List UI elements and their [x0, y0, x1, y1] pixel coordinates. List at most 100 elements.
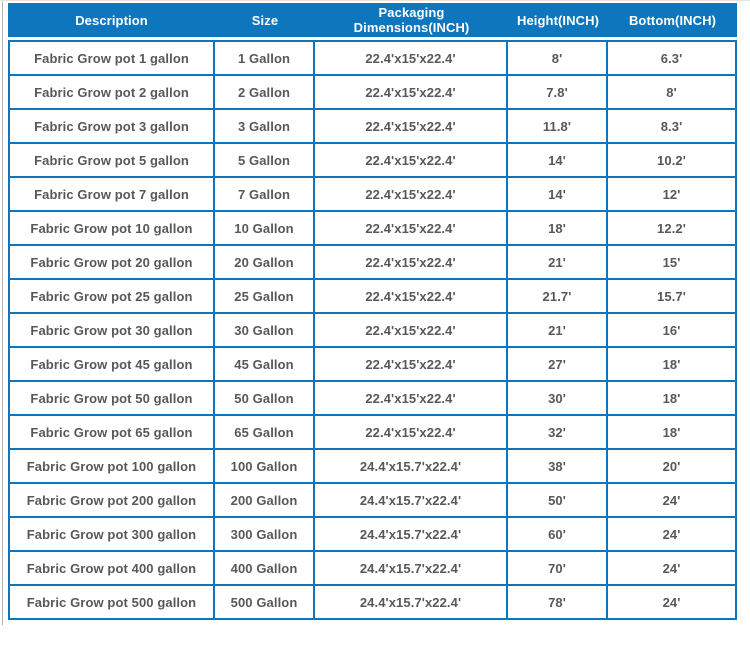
cell-packaging-dimensions: 24.4'x15.7'x22.4' [315, 484, 508, 518]
cell-height: 32' [508, 416, 608, 450]
cell-packaging-dimensions: 22.4'x15'x22.4' [315, 382, 508, 416]
cell-height: 21' [508, 246, 608, 280]
column-header-description: Description [8, 3, 215, 40]
grow-pot-spec-table: Description Size Packaging Dimensions(IN… [8, 3, 737, 620]
cell-packaging-dimensions: 24.4'x15.7'x22.4' [315, 518, 508, 552]
cell-description: Fabric Grow pot 400 gallon [8, 552, 215, 586]
cell-bottom: 20' [608, 450, 737, 484]
cell-bottom: 18' [608, 348, 737, 382]
cell-packaging-dimensions: 22.4'x15'x22.4' [315, 416, 508, 450]
cell-bottom: 8' [608, 76, 737, 110]
table-header: Description Size Packaging Dimensions(IN… [8, 3, 737, 40]
cell-packaging-dimensions: 22.4'x15'x22.4' [315, 314, 508, 348]
cell-size: 400 Gallon [215, 552, 315, 586]
table-row: Fabric Grow pot 2 gallon 2 Gallon 22.4'x… [8, 76, 737, 110]
cell-description: Fabric Grow pot 3 gallon [8, 110, 215, 144]
cell-size: 5 Gallon [215, 144, 315, 178]
cell-height: 27' [508, 348, 608, 382]
cell-bottom: 15' [608, 246, 737, 280]
cell-bottom: 24' [608, 484, 737, 518]
cell-height: 50' [508, 484, 608, 518]
cell-size: 7 Gallon [215, 178, 315, 212]
cell-description: Fabric Grow pot 7 gallon [8, 178, 215, 212]
table-row: Fabric Grow pot 30 gallon 30 Gallon 22.4… [8, 314, 737, 348]
table-row: Fabric Grow pot 100 gallon 100 Gallon 24… [8, 450, 737, 484]
cell-packaging-dimensions: 22.4'x15'x22.4' [315, 110, 508, 144]
cell-description: Fabric Grow pot 30 gallon [8, 314, 215, 348]
table-row: Fabric Grow pot 5 gallon 5 Gallon 22.4'x… [8, 144, 737, 178]
table-row: Fabric Grow pot 50 gallon 50 Gallon 22.4… [8, 382, 737, 416]
cell-bottom: 18' [608, 382, 737, 416]
cell-packaging-dimensions: 22.4'x15'x22.4' [315, 76, 508, 110]
cell-packaging-dimensions: 22.4'x15'x22.4' [315, 348, 508, 382]
cell-bottom: 12' [608, 178, 737, 212]
column-header-size: Size [215, 3, 315, 40]
cell-description: Fabric Grow pot 1 gallon [8, 40, 215, 76]
column-header-packaging-dimensions: Packaging Dimensions(INCH) [315, 3, 508, 40]
cell-description: Fabric Grow pot 45 gallon [8, 348, 215, 382]
cell-height: 14' [508, 144, 608, 178]
cell-description: Fabric Grow pot 50 gallon [8, 382, 215, 416]
cell-height: 7.8' [508, 76, 608, 110]
column-header-bottom: Bottom(INCH) [608, 3, 737, 40]
table-body: Fabric Grow pot 1 gallon 1 Gallon 22.4'x… [8, 40, 737, 620]
cell-description: Fabric Grow pot 20 gallon [8, 246, 215, 280]
cell-bottom: 24' [608, 586, 737, 620]
cell-bottom: 12.2' [608, 212, 737, 246]
table-row: Fabric Grow pot 10 gallon 10 Gallon 22.4… [8, 212, 737, 246]
cell-height: 8' [508, 40, 608, 76]
cell-size: 20 Gallon [215, 246, 315, 280]
cell-packaging-dimensions: 22.4'x15'x22.4' [315, 144, 508, 178]
cell-size: 30 Gallon [215, 314, 315, 348]
cell-description: Fabric Grow pot 200 gallon [8, 484, 215, 518]
cell-packaging-dimensions: 22.4'x15'x22.4' [315, 246, 508, 280]
cell-height: 21' [508, 314, 608, 348]
cell-height: 30' [508, 382, 608, 416]
table-row: Fabric Grow pot 200 gallon 200 Gallon 24… [8, 484, 737, 518]
cell-packaging-dimensions: 22.4'x15'x22.4' [315, 212, 508, 246]
table-row: Fabric Grow pot 1 gallon 1 Gallon 22.4'x… [8, 40, 737, 76]
cell-description: Fabric Grow pot 10 gallon [8, 212, 215, 246]
column-header-height: Height(INCH) [508, 3, 608, 40]
cell-height: 38' [508, 450, 608, 484]
cell-bottom: 18' [608, 416, 737, 450]
cell-size: 25 Gallon [215, 280, 315, 314]
cell-size: 1 Gallon [215, 40, 315, 76]
spec-table-container: Description Size Packaging Dimensions(IN… [8, 3, 737, 620]
cell-height: 11.8' [508, 110, 608, 144]
table-row: Fabric Grow pot 400 gallon 400 Gallon 24… [8, 552, 737, 586]
cell-description: Fabric Grow pot 5 gallon [8, 144, 215, 178]
cell-description: Fabric Grow pot 2 gallon [8, 76, 215, 110]
cell-size: 100 Gallon [215, 450, 315, 484]
cell-packaging-dimensions: 22.4'x15'x22.4' [315, 280, 508, 314]
cell-height: 14' [508, 178, 608, 212]
cell-description: Fabric Grow pot 100 gallon [8, 450, 215, 484]
table-row: Fabric Grow pot 3 gallon 3 Gallon 22.4'x… [8, 110, 737, 144]
cell-height: 60' [508, 518, 608, 552]
cell-size: 10 Gallon [215, 212, 315, 246]
cell-packaging-dimensions: 24.4'x15.7'x22.4' [315, 586, 508, 620]
cell-description: Fabric Grow pot 500 gallon [8, 586, 215, 620]
cell-size: 500 Gallon [215, 586, 315, 620]
cell-bottom: 10.2' [608, 144, 737, 178]
cell-bottom: 24' [608, 552, 737, 586]
cell-height: 78' [508, 586, 608, 620]
left-hairline-divider [2, 1, 3, 625]
table-row: Fabric Grow pot 7 gallon 7 Gallon 22.4'x… [8, 178, 737, 212]
header-row: Description Size Packaging Dimensions(IN… [8, 3, 737, 40]
cell-size: 50 Gallon [215, 382, 315, 416]
cell-bottom: 6.3' [608, 40, 737, 76]
cell-bottom: 8.3' [608, 110, 737, 144]
cell-size: 200 Gallon [215, 484, 315, 518]
cell-packaging-dimensions: 24.4'x15.7'x22.4' [315, 552, 508, 586]
cell-bottom: 16' [608, 314, 737, 348]
cell-packaging-dimensions: 22.4'x15'x22.4' [315, 40, 508, 76]
table-row: Fabric Grow pot 500 gallon 500 Gallon 24… [8, 586, 737, 620]
cell-size: 3 Gallon [215, 110, 315, 144]
cell-height: 70' [508, 552, 608, 586]
table-row: Fabric Grow pot 45 gallon 45 Gallon 22.4… [8, 348, 737, 382]
cell-description: Fabric Grow pot 65 gallon [8, 416, 215, 450]
cell-size: 45 Gallon [215, 348, 315, 382]
table-row: Fabric Grow pot 20 gallon 20 Gallon 22.4… [8, 246, 737, 280]
